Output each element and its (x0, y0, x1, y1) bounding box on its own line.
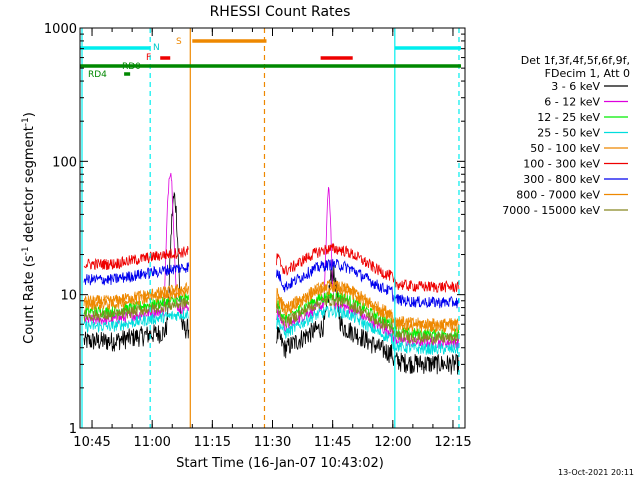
y-axis-label: Count Rate (s-1 detector segment-1) (21, 112, 37, 344)
x-tick-label: 11:00 (133, 435, 170, 450)
series-line (83, 242, 460, 294)
y-tick-label: 10 (60, 289, 77, 304)
flag-label: RD0 (122, 62, 141, 72)
footer-timestamp: 13-Oct-2021 20:11 (558, 468, 634, 477)
x-axis-label: Start Time (16-Jan-07 10:43:02) (176, 456, 384, 471)
series-line (83, 259, 460, 309)
legend-entry-label: 100 - 300 keV (523, 158, 600, 171)
legend-entry-label: 6 - 12 keV (544, 96, 600, 109)
x-tick-label: 12:00 (374, 435, 411, 450)
series-line (83, 305, 460, 356)
flag-label: F (146, 53, 151, 63)
legend-entry-label: 800 - 7000 keV (516, 189, 600, 202)
legend-entry-label: 50 - 100 keV (530, 142, 600, 155)
x-tick-label: 11:30 (254, 435, 291, 450)
y-tick-label: 1 (69, 422, 77, 437)
legend-entry-label: 25 - 50 keV (537, 127, 600, 140)
flag-label: RD4 (88, 70, 107, 80)
x-tick-label: 11:45 (314, 435, 351, 450)
legend-entry-label: 3 - 6 keV (551, 80, 600, 93)
flag-label: N (153, 43, 160, 53)
series-line (83, 191, 460, 375)
legend: Det 1f,3f,4f,5f,6f,9f, FDecim 1, Att 0 3… (502, 54, 630, 217)
legend-entry-label: 12 - 25 keV (537, 111, 600, 124)
y-axis-label-mid: detector segment (22, 126, 37, 246)
flag-label: S (176, 37, 182, 47)
legend-header-1: Det 1f,3f,4f,5f,6f,9f, (521, 54, 630, 67)
series-line (83, 294, 460, 345)
chart-title: RHESSI Count Rates (210, 4, 351, 20)
x-tick-label: 10:45 (73, 435, 110, 450)
legend-entry-label: 300 - 800 keV (523, 173, 600, 186)
y-tick-label: 1000 (44, 22, 77, 37)
legend-header-2: FDecim 1, Att 0 (545, 67, 630, 80)
series-line (83, 284, 460, 334)
x-tick-label: 12:15 (434, 435, 471, 450)
x-tick-label: 11:15 (194, 435, 231, 450)
y-axis-label-end: ) (22, 112, 37, 117)
legend-entry-label: 7000 - 15000 keV (502, 204, 600, 217)
flags-layer: N S F RD0 RD4 (80, 28, 461, 428)
series-layer (83, 172, 460, 375)
ticks-layer: 10:45 11:00 11:15 11:30 11:45 12:00 12:15 1 10 10… (44, 22, 472, 450)
y-axis-label-sup1: -1 (21, 246, 31, 255)
y-tick-label: 100 (52, 155, 77, 170)
y-axis-label-sup2: -1 (21, 117, 31, 126)
y-axis-label-main: Count Rate (s (22, 255, 37, 344)
